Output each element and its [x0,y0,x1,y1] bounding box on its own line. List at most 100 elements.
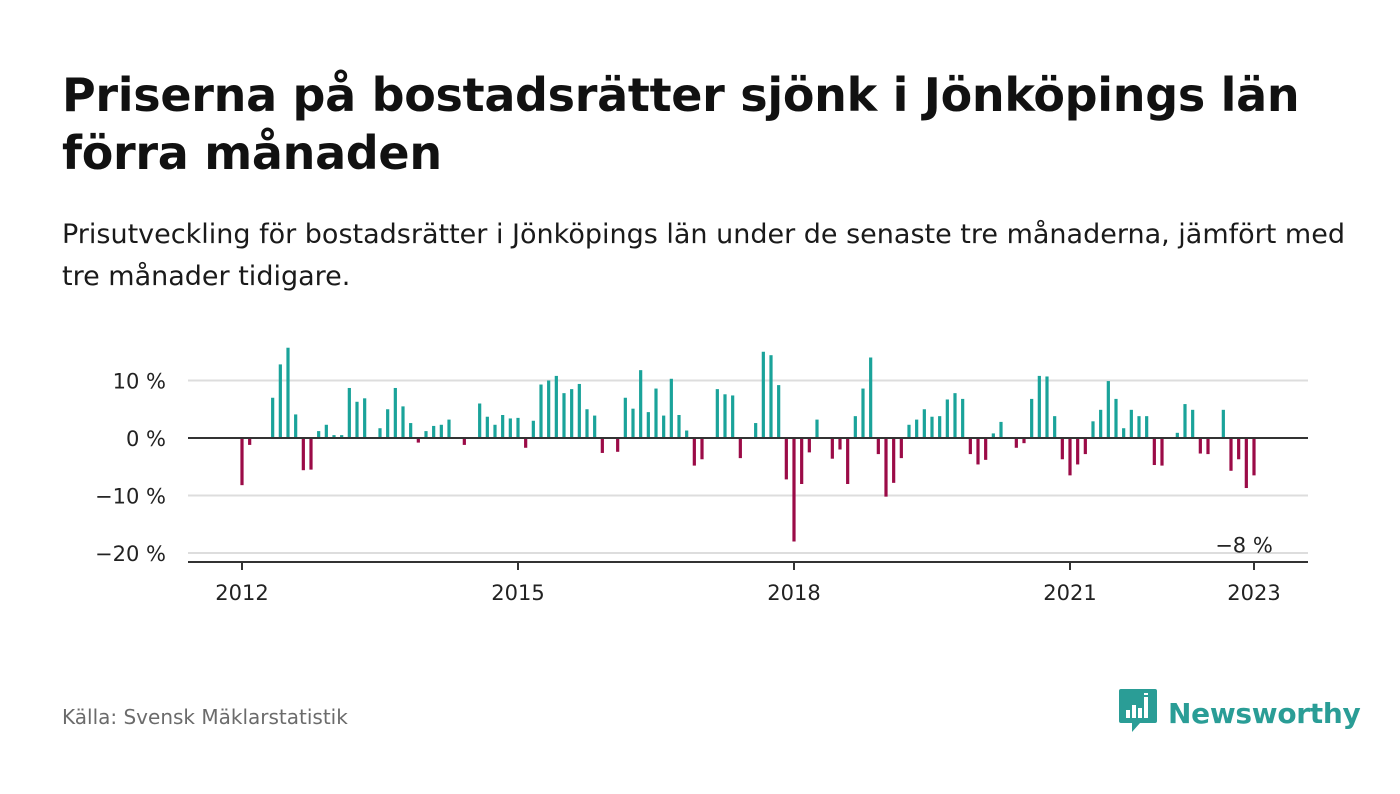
bar-2012-09 [301,438,305,471]
bar-2019-12 [968,438,972,455]
bar-2017-12 [784,438,788,480]
bar-2015-10 [585,409,589,438]
bar-2012-06 [278,364,282,438]
bar-2021-10 [1137,416,1141,438]
bar-2017-11 [777,385,781,438]
bar-2012-05 [271,397,275,438]
bar-2016-09 [669,378,673,438]
bar-2017-01 [700,438,704,460]
bar-2014-11 [501,415,505,438]
bar-2016-12 [692,438,696,466]
bar-2021-02 [1076,438,1080,465]
bar-2021-08 [1122,428,1126,438]
bar-2018-04 [815,419,819,438]
bar-2016-10 [677,415,681,438]
gridlines [188,379,1308,554]
bar-2019-06 [922,409,926,438]
bar-2016-02 [616,438,620,452]
bar-2016-11 [685,430,689,438]
bar-2014-01 [424,431,428,438]
bar-2022-11 [1237,438,1241,460]
bar-2021-07 [1114,398,1118,438]
bar-2019-11 [961,398,965,438]
bar-2021-05 [1099,409,1103,438]
bar-2020-04 [999,421,1003,438]
bar-2014-02 [432,425,436,438]
bar-2014-03 [439,424,443,438]
bar-2016-04 [631,408,635,438]
bar-2021-11 [1145,416,1149,438]
bar-2013-02 [340,435,344,438]
y-tick-label: −10 % [95,485,166,509]
bar-2013-03 [347,387,351,438]
bar-2017-10 [769,355,773,438]
bar-2021-09 [1129,409,1133,438]
bar-2012-11 [317,431,321,438]
bar-2015-12 [600,438,604,453]
bar-2020-08 [1030,398,1034,438]
bar-chart: 10 % 0 % −10 % −20 % 2012 2015 2018 2021 2023 −8 … [95,347,1308,606]
bar-2015-08 [570,389,574,438]
bar-2018-09 [853,416,857,438]
chart-subtitle: Prisutveckling för bostadsrätter i Jönkö… [62,219,1345,292]
bar-2019-02 [892,438,896,483]
bar-2021-04 [1091,421,1095,438]
x-tick-label: 2021 [1043,581,1096,605]
bar-2016-06 [646,412,650,438]
bar-2016-07 [654,388,658,438]
bar-2019-05 [915,419,919,438]
bar-2014-09 [485,416,489,438]
bar-2018-12 [876,438,880,455]
bar-2015-07 [562,393,566,438]
bar-2018-01 [792,438,796,542]
bar-2020-01 [976,438,980,465]
bar-2012-08 [294,414,298,438]
y-tick-label: 10 % [113,370,166,394]
bar-2020-06 [1014,438,1018,448]
bar-2020-02 [984,438,988,460]
bar-2013-08 [386,409,390,438]
bar-2017-08 [754,423,758,438]
bar-2019-10 [953,393,957,438]
bar-2016-05 [639,370,643,438]
brand-logo[interactable]: Newsworthy [1118,689,1361,736]
tick-labels: 10 % 0 % −10 % −20 % 2012 2015 2018 2021 2023 −8 … [95,370,1281,606]
axes [188,437,1308,563]
bar-2021-06 [1106,381,1110,438]
bar-2019-03 [899,438,903,459]
bar-2019-09 [945,399,949,438]
bar-2023-01 [1252,438,1256,476]
bar-2020-03 [991,433,995,438]
bar-2014-04 [447,419,451,438]
bar-2018-10 [861,388,865,438]
bar-2018-11 [869,357,873,438]
bar-2013-12 [416,438,420,443]
bar-2015-05 [547,380,551,438]
bar-2017-05 [731,395,735,438]
bar-2017-06 [738,438,742,459]
bar-2017-09 [761,351,765,438]
bar-2013-05 [363,398,367,438]
bar-2019-08 [938,416,942,438]
bar-2022-06 [1198,438,1202,454]
bar-2020-11 [1053,416,1057,438]
bar-2017-04 [723,394,727,438]
bar-2015-09 [577,383,581,438]
bar-2015-01 [516,417,520,438]
bar-2013-04 [355,401,359,438]
bar-2022-03 [1175,432,1179,438]
bar-2016-03 [623,397,627,438]
bar-2022-05 [1191,409,1195,438]
bar-2018-03 [807,438,811,453]
bar-2021-01 [1068,438,1072,476]
bar-2022-07 [1206,438,1210,455]
bar-2012-12 [324,424,328,438]
bar-2015-03 [531,420,535,438]
bar-2022-12 [1244,438,1248,489]
bar-2019-01 [884,438,888,497]
bar-2015-06 [554,375,558,438]
bar-2012-07 [286,347,290,438]
bar-2018-02 [800,438,804,484]
bar-2020-10 [1045,376,1049,438]
bar-2016-08 [662,415,666,438]
